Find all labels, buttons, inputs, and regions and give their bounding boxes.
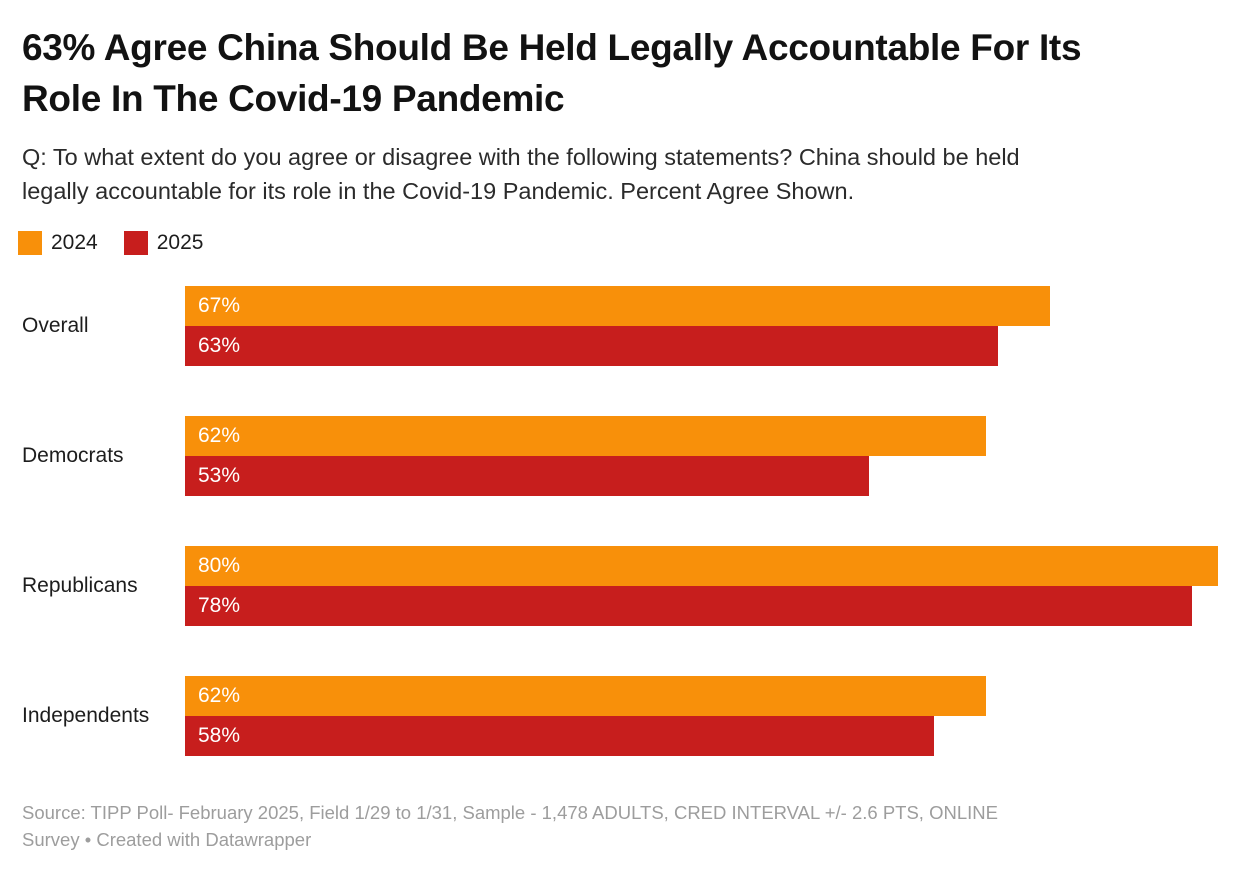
bar-independents-2025: 58% — [185, 716, 934, 756]
bar-republicans-2025: 78% — [185, 586, 1192, 626]
category-label: Independents — [22, 704, 150, 727]
bar-democrats-2025: 53% — [185, 456, 869, 496]
category-group-overall: Overall 67% 63% — [0, 286, 1240, 366]
source-note: Source: TIPP Poll- February 2025, Field … — [22, 799, 1182, 853]
bar-value-label: 78% — [198, 594, 241, 617]
chart-subtitle-line-2: legally accountable for its role in the … — [22, 178, 855, 204]
bar-overall-2025: 63% — [185, 326, 998, 366]
bar-chart: Overall 67% 63% Democrats 62% 53% Republicans 8… — [0, 286, 1240, 756]
chart-title-line-1: 63% Agree China Should Be Held Legally A… — [22, 27, 1082, 68]
source-note-line-1: Source: TIPP Poll- February 2025, Field … — [22, 802, 998, 823]
source-note-line-2: Survey • Created with Datawrapper — [22, 829, 312, 850]
category-label: Republicans — [22, 574, 138, 597]
legend-swatch-2025 — [123, 231, 148, 255]
category-group-independents: Independents 62% 58% — [0, 676, 1240, 756]
category-group-democrats: Democrats 62% 53% — [0, 416, 1240, 496]
category-bars: 67% 63% — [185, 286, 1218, 366]
chart-subtitle: Q: To what extent do you agree or disagr… — [22, 140, 1227, 208]
chart-subtitle-line-1: Q: To what extent do you agree or disagr… — [22, 144, 1020, 170]
category-label: Overall — [22, 314, 89, 337]
category-bars: 62% 58% — [185, 676, 1218, 756]
bar-value-label: 67% — [198, 294, 241, 317]
bar-value-label: 62% — [198, 424, 241, 447]
bar-independents-2024: 62% — [185, 676, 986, 716]
bar-overall-2024: 67% — [185, 286, 1050, 326]
bar-republicans-2024: 80% — [185, 546, 1218, 586]
legend-item-2024: 2024 — [18, 231, 98, 255]
category-group-republicans: Republicans 80% 78% — [0, 546, 1240, 626]
bar-value-label: 80% — [198, 554, 241, 577]
legend-swatch-2024 — [18, 231, 42, 255]
legend-label-2024: 2024 — [51, 231, 98, 254]
category-bars: 80% 78% — [185, 546, 1218, 626]
legend-item-2025: 2025 — [123, 231, 204, 255]
bar-value-label: 63% — [198, 334, 241, 357]
legend-label-2025: 2025 — [156, 231, 204, 254]
chart-title-line-2: Role In The Covid-19 Pandemic — [22, 78, 565, 119]
bar-democrats-2024: 62% — [185, 416, 986, 456]
category-bars: 62% 53% — [185, 416, 1218, 496]
bar-value-label: 53% — [198, 464, 241, 487]
legend: 2024 2025 — [18, 231, 229, 255]
bar-value-label: 58% — [198, 724, 241, 747]
bar-value-label: 62% — [198, 684, 241, 707]
category-label: Democrats — [22, 444, 124, 467]
chart-title: 63% Agree China Should Be Held Legally A… — [22, 22, 1227, 124]
